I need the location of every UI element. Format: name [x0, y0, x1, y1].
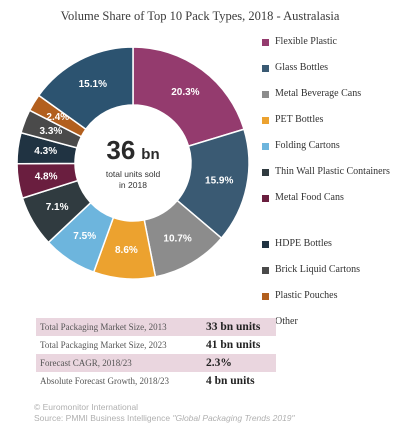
stat-row: Total Packaging Market Size, 2023 41 bn u…: [36, 336, 276, 354]
slice-data-label: 4.3%: [34, 146, 57, 157]
source-prefix: Source: PMMI Business Intelligence: [34, 413, 173, 423]
center-total: 36 bn: [106, 135, 159, 165]
source-text: Source: PMMI Business Intelligence "Glob…: [34, 413, 295, 424]
legend-label: HDPE Bottles: [275, 238, 332, 249]
stat-label: Total Packaging Market Size, 2023: [40, 340, 167, 350]
footer: © Euromonitor International Source: PMMI…: [34, 402, 295, 424]
legend-label: Metal Food Cans: [275, 192, 344, 203]
stat-row: Absolute Forecast Growth, 2018/23 4 bn un…: [36, 372, 276, 390]
legend-label: Glass Bottles: [275, 62, 329, 73]
chart-title: Volume Share of Top 10 Pack Types, 2018 …: [60, 9, 340, 23]
legend-swatch: [262, 195, 269, 202]
slice-data-label: 20.3%: [171, 87, 199, 98]
legend-label: Flexible Plastic: [275, 36, 337, 47]
legend-item: Brick Liquid Cartons: [262, 264, 398, 276]
legend-item: Plastic Pouches: [262, 290, 398, 302]
slice-data-label: 2.4%: [46, 112, 69, 123]
legend-item: HDPE Bottles: [262, 238, 398, 250]
slice-data-label: 15.1%: [79, 79, 107, 90]
market-stats-table: Total Packaging Market Size, 2013 33 bn u…: [36, 318, 276, 390]
legend-swatch: [262, 267, 269, 274]
stat-label: Forecast CAGR, 2018/23: [40, 358, 132, 368]
stat-label: Total Packaging Market Size, 2013: [40, 322, 167, 332]
stat-value: 4 bn units: [206, 375, 255, 387]
stat-value: 2.3%: [206, 357, 232, 369]
legend-swatch: [262, 65, 269, 72]
legend-swatch: [262, 143, 269, 150]
legend-label: Plastic Pouches: [275, 290, 338, 301]
legend-label: Metal Beverage Cans: [275, 88, 362, 99]
donut-slice: [132, 46, 245, 148]
legend-item: Metal Food Cans: [262, 192, 398, 204]
legend-item: Other: [262, 316, 398, 328]
center-caption: in 2018: [119, 180, 147, 190]
legend-label: Other: [275, 316, 298, 327]
legend-item: PET Bottles: [262, 114, 398, 126]
legend-label: Thin Wall Plastic Containers: [275, 166, 390, 177]
legend-swatch: [262, 293, 269, 300]
legend-item: Thin Wall Plastic Containers: [262, 166, 398, 178]
donut-slice: [37, 46, 134, 131]
slice-data-label: 7.5%: [73, 231, 96, 242]
legend-label: Folding Cartons: [275, 140, 340, 151]
legend-swatch: [262, 91, 269, 98]
legend-item: Flexible Plastic: [262, 36, 398, 48]
stat-row: Total Packaging Market Size, 2013 33 bn u…: [36, 318, 276, 336]
legend-label: Brick Liquid Cartons: [275, 264, 360, 275]
legend-swatch: [262, 117, 269, 124]
slice-data-label: 15.9%: [205, 175, 233, 186]
source-title: "Global Packaging Trends 2019": [172, 413, 295, 423]
slice-data-label: 3.3%: [40, 126, 63, 137]
legend-item: Metal Beverage Cans: [262, 88, 398, 100]
stat-label: Absolute Forecast Growth, 2018/23: [40, 376, 169, 386]
center-total-value: 36: [106, 135, 135, 165]
legend-item: Glass Bottles: [262, 62, 398, 74]
center-caption: total units sold: [106, 169, 161, 179]
stat-row: Forecast CAGR, 2018/23 2.3%: [36, 354, 276, 372]
legend-item: Folding Cartons: [262, 140, 398, 152]
center-total-unit: bn: [141, 146, 159, 163]
slice-data-label: 8.6%: [115, 245, 138, 256]
legend-swatch: [262, 169, 269, 176]
slice-data-label: 7.1%: [46, 202, 69, 213]
legend-label: PET Bottles: [275, 114, 324, 125]
stat-value: 41 bn units: [206, 339, 261, 351]
legend-swatch: [262, 39, 269, 46]
legend-swatch: [262, 241, 269, 248]
slice-data-label: 10.7%: [163, 233, 191, 244]
slice-data-label: 4.8%: [35, 171, 58, 182]
donut-chart: 20.3% 15.9% 10.7% 8.6% 7.5% 7.1% 4.8% 4.3% 3.3% 2…: [16, 46, 250, 280]
stat-value: 33 bn units: [206, 321, 261, 333]
copyright-text: © Euromonitor International: [34, 402, 139, 412]
